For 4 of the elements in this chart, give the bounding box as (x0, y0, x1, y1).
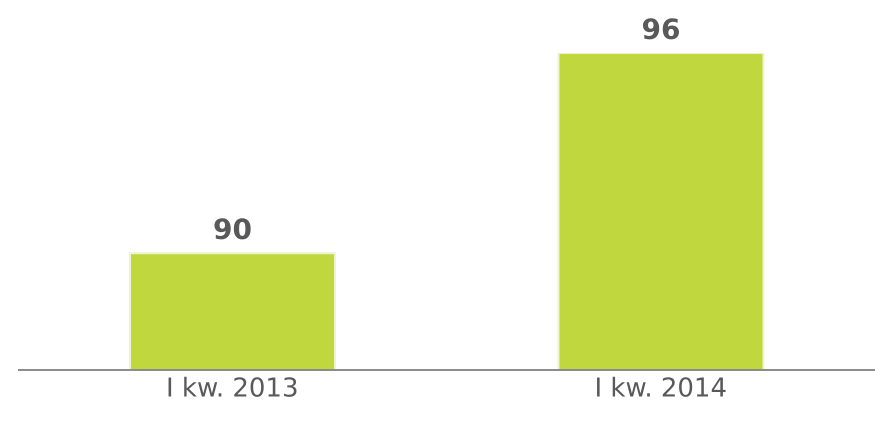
data-label: 90 (213, 213, 252, 246)
x-tick-label: I kw. 2013 (166, 373, 299, 404)
x-tick-label: I kw. 2014 (594, 373, 728, 404)
data-label: 96 (642, 13, 680, 46)
